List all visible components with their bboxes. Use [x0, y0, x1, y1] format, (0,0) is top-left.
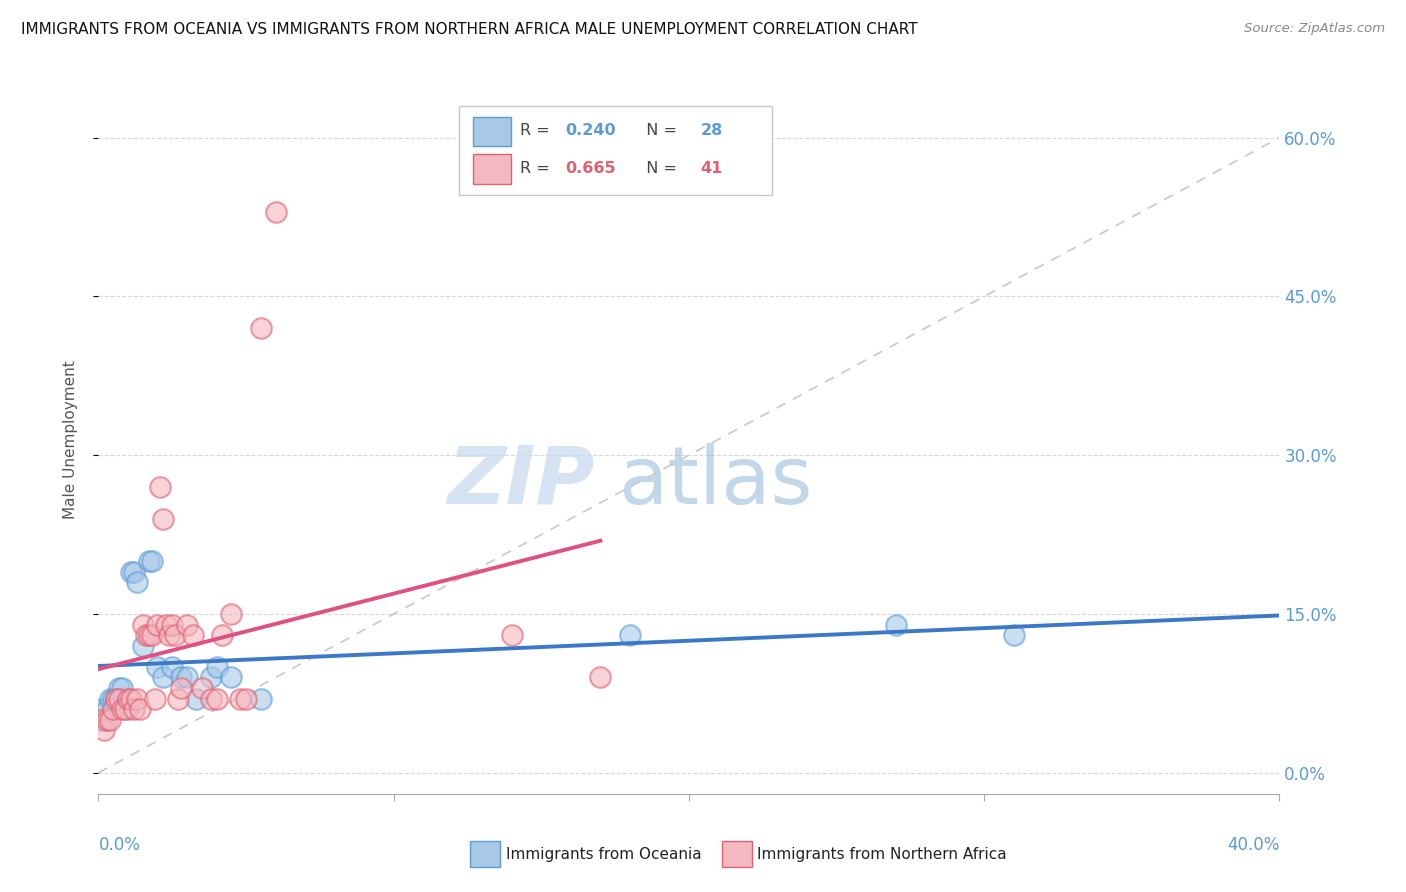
- Point: [96, 702, 118, 716]
- Text: 40.0%: 40.0%: [1227, 837, 1279, 855]
- FancyBboxPatch shape: [723, 841, 752, 867]
- Point: [619, 628, 641, 642]
- Point: [90, 713, 112, 727]
- Point: [250, 691, 273, 706]
- Text: 0.0%: 0.0%: [98, 837, 141, 855]
- Point: [93, 723, 115, 738]
- Point: [181, 628, 204, 642]
- Point: [141, 628, 163, 642]
- Text: 0.240: 0.240: [565, 123, 616, 138]
- FancyBboxPatch shape: [472, 117, 510, 146]
- Point: [152, 511, 174, 525]
- Point: [98, 713, 121, 727]
- Point: [589, 670, 612, 684]
- Point: [132, 639, 155, 653]
- Point: [122, 565, 145, 579]
- Point: [170, 681, 193, 695]
- Point: [250, 321, 273, 335]
- Point: [205, 691, 228, 706]
- Point: [138, 628, 160, 642]
- Point: [117, 691, 139, 706]
- Point: [108, 681, 131, 695]
- Point: [141, 554, 163, 568]
- Point: [120, 691, 142, 706]
- Point: [111, 702, 134, 716]
- Point: [170, 670, 193, 684]
- Point: [211, 628, 233, 642]
- Point: [114, 702, 136, 716]
- Point: [229, 691, 252, 706]
- Point: [143, 691, 166, 706]
- Point: [235, 691, 257, 706]
- Text: R =: R =: [520, 161, 555, 176]
- Point: [138, 554, 160, 568]
- Text: Immigrants from Northern Africa: Immigrants from Northern Africa: [758, 847, 1007, 862]
- Point: [162, 660, 183, 674]
- Text: ZIP: ZIP: [447, 442, 595, 521]
- Point: [200, 670, 222, 684]
- Point: [96, 713, 118, 727]
- Point: [103, 691, 125, 706]
- Point: [184, 691, 207, 706]
- Point: [221, 607, 243, 621]
- Point: [176, 670, 198, 684]
- Point: [155, 617, 177, 632]
- Point: [117, 702, 139, 716]
- Point: [191, 681, 214, 695]
- FancyBboxPatch shape: [471, 841, 501, 867]
- Text: 41: 41: [700, 161, 723, 176]
- Point: [176, 617, 198, 632]
- Point: [165, 628, 187, 642]
- Text: N =: N =: [636, 161, 682, 176]
- Point: [264, 204, 287, 219]
- Point: [167, 691, 190, 706]
- Text: R =: R =: [520, 123, 555, 138]
- FancyBboxPatch shape: [472, 154, 510, 184]
- Point: [205, 660, 228, 674]
- Text: 0.665: 0.665: [565, 161, 616, 176]
- Point: [135, 628, 157, 642]
- Point: [157, 628, 180, 642]
- Text: Source: ZipAtlas.com: Source: ZipAtlas.com: [1244, 22, 1385, 36]
- Point: [108, 691, 131, 706]
- FancyBboxPatch shape: [458, 106, 772, 194]
- Point: [125, 575, 148, 590]
- Point: [128, 702, 150, 716]
- Text: N =: N =: [636, 123, 682, 138]
- Text: Immigrants from Oceania: Immigrants from Oceania: [506, 847, 702, 862]
- Point: [146, 617, 169, 632]
- Point: [122, 702, 145, 716]
- Point: [105, 691, 128, 706]
- Point: [146, 660, 169, 674]
- Point: [105, 691, 128, 706]
- Point: [111, 681, 134, 695]
- Text: atlas: atlas: [619, 442, 813, 521]
- Point: [152, 670, 174, 684]
- Point: [149, 480, 172, 494]
- Point: [884, 617, 907, 632]
- Point: [501, 628, 523, 642]
- Point: [93, 713, 115, 727]
- Text: IMMIGRANTS FROM OCEANIA VS IMMIGRANTS FROM NORTHERN AFRICA MALE UNEMPLOYMENT COR: IMMIGRANTS FROM OCEANIA VS IMMIGRANTS FR…: [21, 22, 918, 37]
- Point: [120, 565, 142, 579]
- Point: [125, 691, 148, 706]
- Y-axis label: Male Unemployment: Male Unemployment: [63, 360, 77, 518]
- Point: [132, 617, 155, 632]
- Point: [90, 702, 112, 716]
- Point: [1002, 628, 1025, 642]
- Point: [200, 691, 222, 706]
- Point: [221, 670, 243, 684]
- Text: 28: 28: [700, 123, 723, 138]
- Point: [162, 617, 183, 632]
- Point: [98, 691, 121, 706]
- Point: [103, 702, 125, 716]
